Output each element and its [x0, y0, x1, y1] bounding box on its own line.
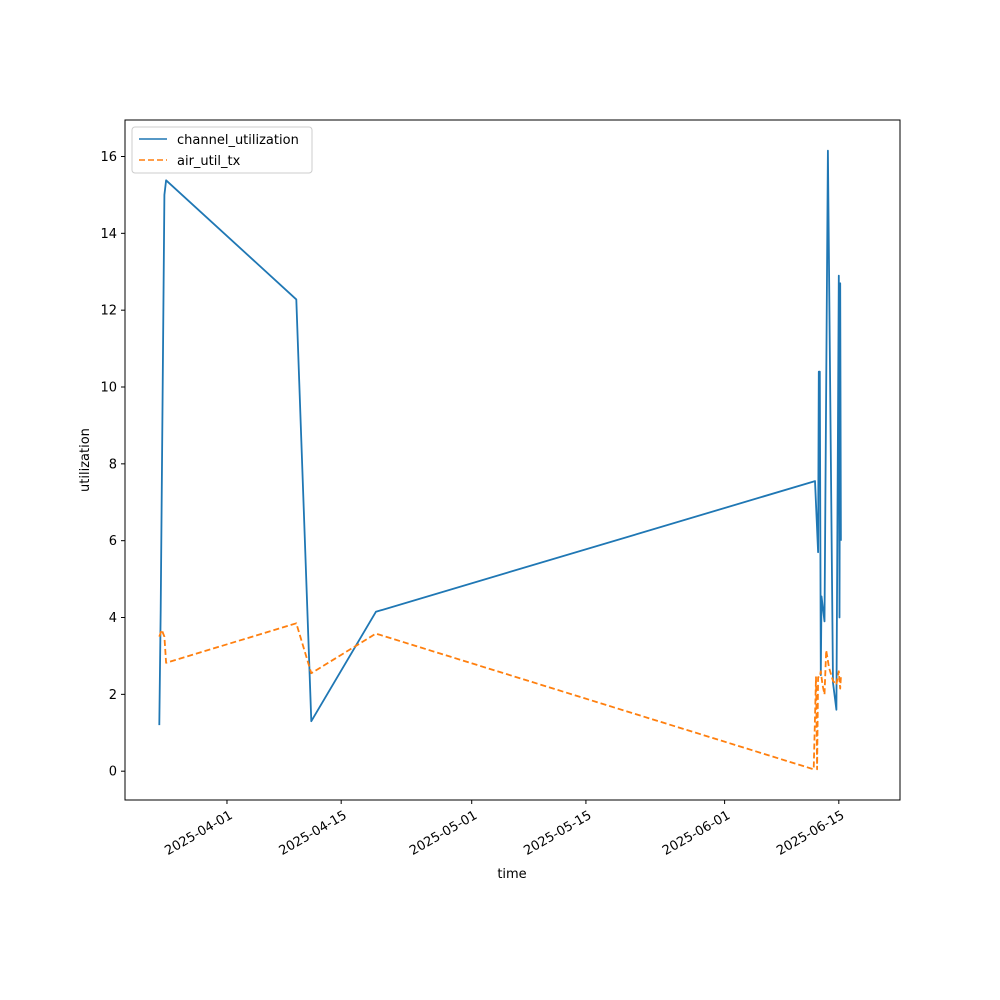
y-tick-label: 2 [109, 688, 117, 703]
y-tick-label: 0 [109, 765, 117, 780]
y-tick-label: 8 [109, 457, 117, 472]
series-line-air-util-tx [158, 622, 842, 771]
y-tick-label: 4 [109, 611, 117, 626]
y-tick-label: 12 [100, 304, 117, 319]
y-tick-label: 6 [109, 534, 117, 549]
y-axis-label: utilization [78, 428, 93, 492]
series-layer [158, 149, 842, 771]
legend-label-air-util-tx: air_util_tx [177, 154, 241, 169]
plot-frame [124, 119, 901, 801]
y-tick-label: 10 [100, 381, 117, 396]
y-tick-label: 16 [100, 150, 117, 165]
legend-box [131, 126, 313, 174]
x-axis-label: time [497, 867, 526, 882]
legend: channel_utilization air_util_tx [131, 126, 313, 174]
y-tick-label: 14 [100, 227, 117, 242]
series-line-channel-utilization [158, 149, 842, 726]
y-axis: 0 2 4 6 8 10 12 14 16 [100, 150, 125, 780]
legend-label-channel-utilization: channel_utilization [177, 133, 299, 148]
